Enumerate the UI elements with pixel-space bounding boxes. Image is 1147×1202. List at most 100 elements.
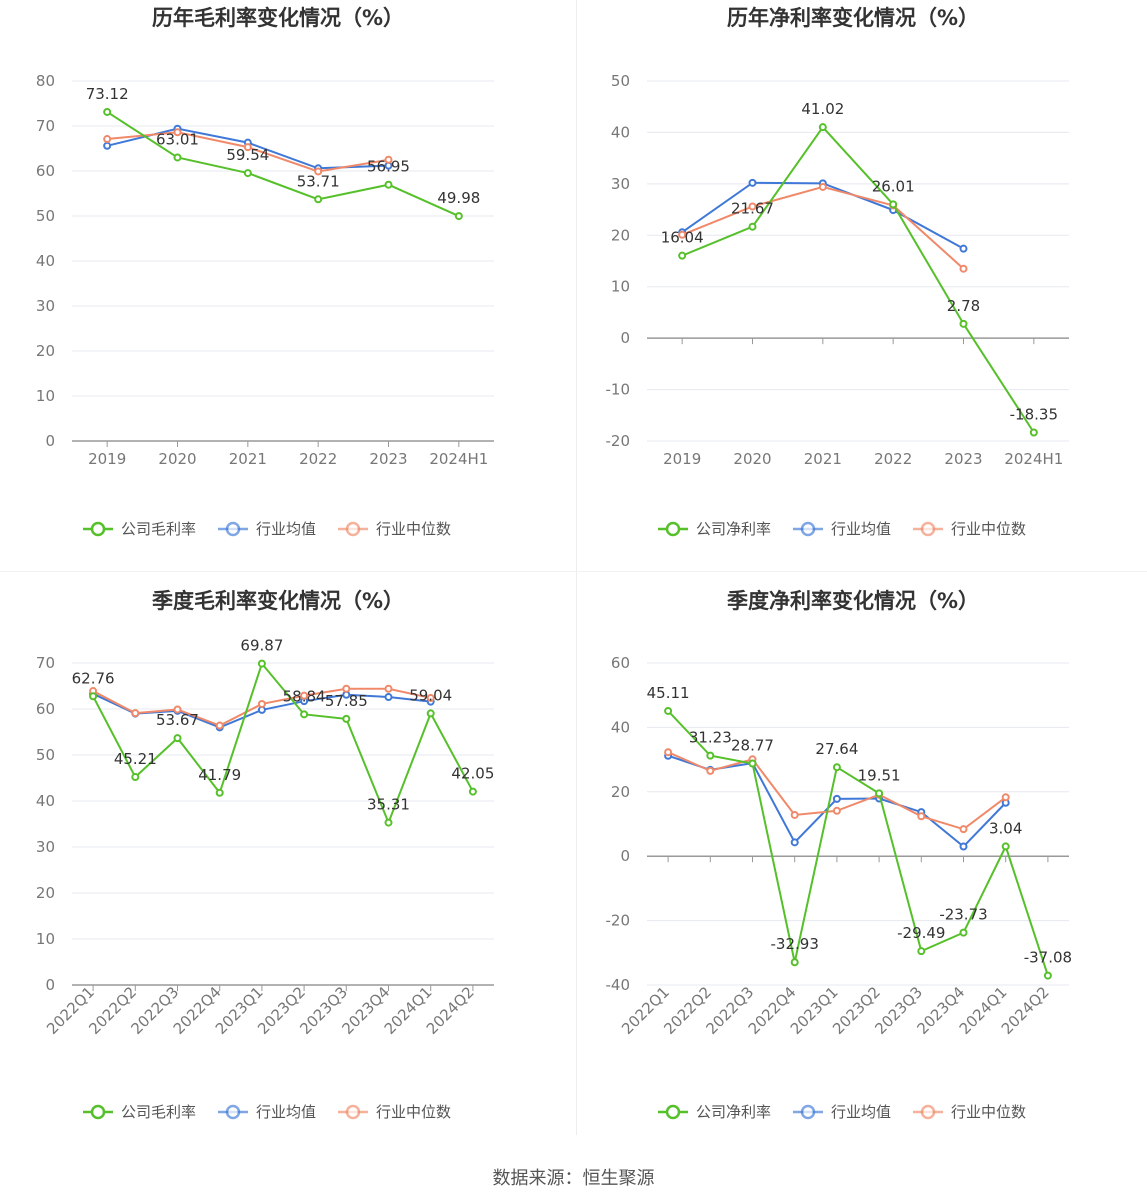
data-point-median (748, 202, 757, 211)
y-tick-label: 50 (36, 746, 55, 764)
data-point-avg (103, 141, 112, 150)
y-tick-label: 0 (620, 329, 630, 347)
legend-label: 行业均值 (831, 1103, 891, 1121)
data-point-company (454, 212, 463, 221)
data-label: 41.79 (198, 766, 241, 784)
data-point-median (959, 825, 968, 834)
chart-title: 历年净利率变化情况（%） (727, 6, 979, 30)
data-point-median (342, 684, 351, 693)
chart-svg: 历年净利率变化情况（%） -20 -10 0 10 20 30 40 50 2019 2020 202… (606, 6, 1069, 538)
legend-label: 公司毛利率 (121, 1103, 196, 1121)
data-label: 69.87 (240, 637, 283, 655)
y-tick-label: 50 (611, 72, 630, 90)
data-point-median (384, 684, 393, 693)
legend-marker-company (90, 1104, 106, 1120)
data-point-median (257, 699, 266, 708)
y-tick-label: 20 (36, 884, 55, 902)
data-point-median (300, 691, 309, 700)
x-tick-label: 2024H1 (1004, 450, 1063, 468)
data-point-median (818, 182, 827, 191)
data-point-median (173, 705, 182, 714)
legend-marker-median (920, 521, 936, 537)
data-point-company (314, 195, 323, 204)
data-point-avg (384, 693, 393, 702)
legend-marker-median (345, 521, 361, 537)
data-point-avg (959, 244, 968, 253)
data-point-median (678, 230, 687, 239)
y-tick-label: 40 (36, 792, 55, 810)
legend-label: 公司净利率 (696, 520, 771, 538)
y-tick-label: 60 (611, 654, 630, 672)
chart-svg: 历年毛利率变化情况（%） 0 10 20 30 40 50 60 70 80 2019 2020 202… (36, 6, 494, 538)
data-point-company (889, 200, 898, 209)
y-tick-label: 30 (611, 175, 630, 193)
legend-label: 行业均值 (256, 1103, 316, 1121)
y-tick-label: 30 (36, 838, 55, 856)
data-point-avg (959, 842, 968, 851)
data-label: 45.11 (647, 684, 690, 702)
y-tick-label: 0 (45, 976, 55, 994)
data-label: 31.23 (689, 729, 732, 747)
x-tick-label: 2023 (369, 450, 407, 468)
data-label: 63.01 (156, 130, 199, 148)
data-point-company (959, 319, 968, 328)
legend-label: 行业中位数 (376, 1103, 451, 1121)
data-point-company (257, 659, 266, 668)
y-tick-label: 70 (36, 117, 55, 135)
data-point-company (706, 751, 715, 760)
y-tick-label: 0 (620, 847, 630, 865)
x-tick-label: 2020 (733, 450, 771, 468)
y-tick-label: 40 (611, 123, 630, 141)
data-label: 53.67 (156, 711, 199, 729)
data-point-company (173, 153, 182, 162)
data-label: 35.31 (367, 796, 410, 814)
y-tick-label: 20 (611, 226, 630, 244)
legend-marker-median (920, 1104, 936, 1120)
data-label: -18.35 (1010, 406, 1058, 424)
x-tick-label: 2019 (663, 450, 701, 468)
y-tick-label: 70 (36, 654, 55, 672)
data-label: 45.21 (114, 750, 157, 768)
chart-title: 季度净利率变化情况（%） (727, 589, 979, 613)
chart-quarterly-gross-margin: 季度毛利率变化情况（%） 0 10 20 30 40 50 60 70 2022Q1 2022Q2 2… (10, 583, 570, 1143)
data-point-company (173, 734, 182, 743)
x-tick-label: 2024Q2 (998, 983, 1053, 1038)
y-tick-label: 10 (36, 930, 55, 948)
chart-title: 季度毛利率变化情况（%） (152, 589, 404, 613)
chart-title: 历年毛利率变化情况（%） (152, 6, 404, 30)
legend-marker-avg (800, 1104, 816, 1120)
y-tick-label: 50 (36, 207, 55, 225)
data-point-median (832, 806, 841, 815)
y-tick-label: 60 (36, 700, 55, 718)
data-point-median (426, 693, 435, 702)
legend-marker-company (665, 521, 681, 537)
data-label: 53.71 (297, 172, 340, 190)
legend-marker-median (345, 1104, 361, 1120)
data-label: 27.64 (815, 740, 858, 758)
data-point-company (89, 692, 98, 701)
y-tick-label: 0 (45, 432, 55, 450)
data-point-avg (790, 838, 799, 847)
x-tick-label: 2022 (299, 450, 337, 468)
legend-label: 公司毛利率 (121, 520, 196, 538)
legend-label: 行业均值 (831, 520, 891, 538)
data-point-company (103, 107, 112, 116)
data-label: 59.54 (226, 146, 269, 164)
x-tick-label: 2024Q2 (423, 983, 478, 1038)
y-tick-label: 30 (36, 297, 55, 315)
y-tick-label: 40 (611, 718, 630, 736)
series-line-median (681, 185, 965, 270)
data-label: 62.76 (72, 669, 115, 687)
y-tick-label: 40 (36, 252, 55, 270)
data-point-avg (748, 178, 757, 187)
data-point-median (314, 167, 323, 176)
chart-annual-gross-margin: 历年毛利率变化情况（%） 0 10 20 30 40 50 60 70 80 2019 2020 202… (10, 0, 570, 560)
data-point-company (1001, 842, 1010, 851)
x-tick-label: 2021 (229, 450, 267, 468)
data-label: 41.02 (801, 100, 844, 118)
y-tick-label: -10 (606, 381, 631, 399)
data-label: -29.49 (897, 924, 945, 942)
y-tick-label: 20 (611, 783, 630, 801)
y-tick-label: 80 (36, 72, 55, 90)
data-label: 58.84 (283, 687, 326, 705)
